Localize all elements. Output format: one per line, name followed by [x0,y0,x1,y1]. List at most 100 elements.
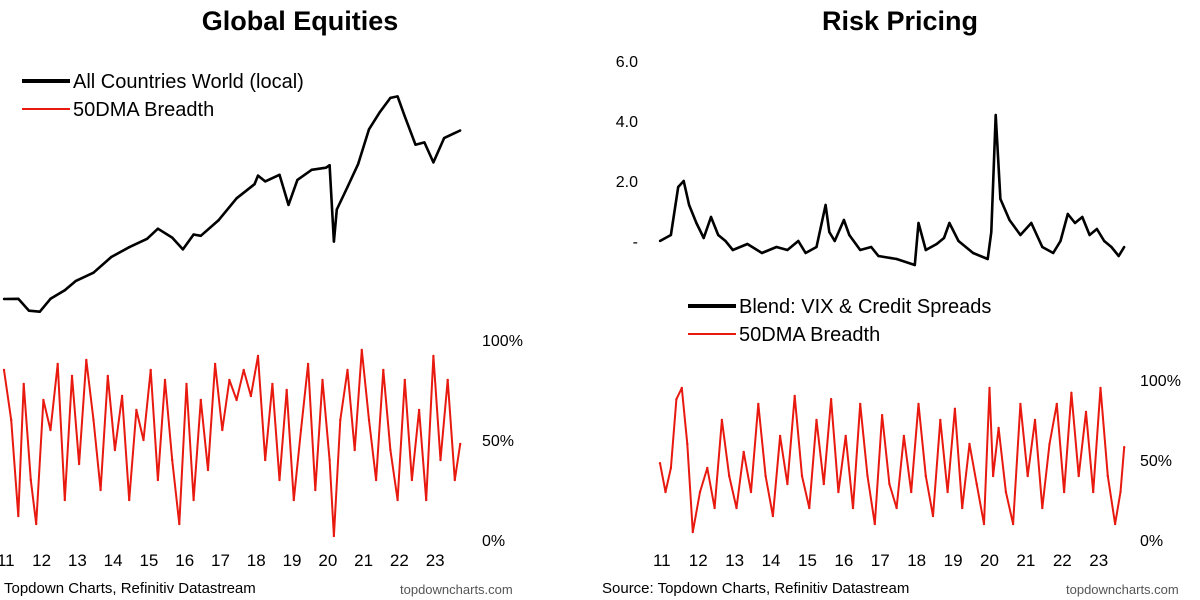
data-point-50dma-breadth [314,488,317,492]
data-point-50dma-breadth [185,382,188,386]
data-point-blend-vix-credit-spreads [895,257,898,261]
data-point-50dma-breadth [837,490,840,494]
chart-risk-pricing: 11 12 13 14 15 16 17 18 19 20 21 22 23 - 2.0 4.0 6.0 0% 50… [616,54,1181,570]
data-point-50dma-breadth [800,474,804,478]
legend-label: 50DMA Breadth [739,324,880,346]
data-point-50dma-breadth [2,368,6,372]
data-point-50dma-breadth [706,466,709,470]
data-point-all-countries-world-local [378,111,381,114]
data-point-50dma-breadth [206,468,210,472]
data-point-blend-vix-credit-spreads [1103,239,1106,243]
data-point-50dma-breadth [228,378,231,382]
data-point-all-countries-world-local [2,297,6,301]
data-point-50dma-breadth [389,448,392,452]
data-point-50dma-breadth [120,394,124,398]
x-tick-label: 13 [68,551,87,570]
x-tick-label: 20 [980,551,999,570]
y-tick-label: 100% [1140,373,1181,390]
y-tick-label: 4.0 [616,114,638,131]
data-point-50dma-breadth [49,428,52,432]
data-point-50dma-breadth [895,506,898,510]
data-point-all-countries-world-local [287,203,290,207]
data-point-50dma-breadth [778,434,782,438]
x-tick-label: 22 [1053,551,1072,570]
data-point-blend-vix-credit-spreads [948,221,951,225]
x-tick-label: 18 [247,551,266,570]
x-tick-label: 15 [139,551,158,570]
data-point-50dma-breadth [425,498,428,502]
data-point-blend-vix-credit-spreads [859,248,862,252]
data-point-50dma-breadth [757,402,760,406]
y-tick-label: 2.0 [616,174,638,191]
series-line-all-countries-world-local [3,95,461,313]
data-point-50dma-breadth [1062,490,1066,494]
data-point-50dma-breadth [459,442,462,446]
x-tick-label: 22 [390,551,409,570]
data-point-50dma-breadth [1123,446,1126,449]
data-point-all-countries-world-local [27,309,31,312]
data-point-50dma-breadth [1070,391,1073,394]
data-point-blend-vix-credit-spreads [957,239,960,243]
data-point-50dma-breadth [285,388,288,392]
data-point-50dma-breadth [1084,410,1088,414]
data-point-50dma-breadth [931,514,935,518]
data-point-50dma-breadth [880,414,884,417]
data-point-all-countries-world-local [367,128,371,131]
data-point-50dma-breadth [873,522,876,526]
data-point-all-countries-world-local [296,178,299,182]
data-point-blend-vix-credit-spreads [870,245,873,249]
data-point-all-countries-world-local [346,185,349,189]
data-point-all-countries-world-local [192,233,195,236]
panel-global-equities: Global Equities 11 12 13 14 15 16 17 18 19 20 21 22… [0,6,523,597]
data-point-50dma-breadth [888,482,891,486]
data-point-50dma-breadth [680,386,683,390]
data-point-50dma-breadth [328,458,331,462]
series-line-50dma-breadth [3,349,462,537]
data-point-blend-vix-credit-spreads [994,113,997,117]
data-point-50dma-breadth [664,490,667,494]
data-point-blend-vix-credit-spreads [1030,221,1033,225]
data-point-blend-vix-credit-spreads [731,248,734,252]
data-point-50dma-breadth [669,466,673,470]
x-tick-label: 14 [104,551,123,570]
x-tick-label: 11 [0,551,15,570]
data-point-blend-vix-credit-spreads [695,221,698,225]
data-point-50dma-breadth [844,434,847,438]
data-point-50dma-breadth [235,398,238,402]
data-point-50dma-breadth [1011,522,1015,526]
data-point-50dma-breadth [35,522,38,526]
data-point-50dma-breadth [735,506,738,510]
data-point-blend-vix-credit-spreads [677,185,680,189]
data-point-blend-vix-credit-spreads [1019,233,1022,237]
data-point-50dma-breadth [367,418,371,422]
x-tick-label: 19 [944,551,963,570]
data-point-blend-vix-credit-spreads [687,203,691,207]
data-point-50dma-breadth [1033,418,1037,422]
data-point-50dma-breadth [278,478,281,482]
data-point-blend-vix-credit-spreads [924,248,927,252]
x-tick-label: 21 [354,551,373,570]
data-point-50dma-breadth [713,506,716,510]
data-point-50dma-breadth [306,362,310,366]
data-point-50dma-breadth [968,442,971,446]
data-point-50dma-breadth [135,408,138,412]
data-point-50dma-breadth [982,522,986,526]
data-point-50dma-breadth [859,402,862,406]
data-point-50dma-breadth [256,354,260,358]
data-point-blend-vix-credit-spreads [990,230,993,234]
data-point-50dma-breadth [439,458,442,462]
data-point-50dma-breadth [70,374,74,378]
x-tick-label: 17 [871,551,890,570]
data-point-50dma-breadth [299,428,303,432]
data-point-50dma-breadth [1119,490,1122,494]
data-point-blend-vix-credit-spreads [724,239,727,243]
data-point-50dma-breadth [213,362,217,366]
y-tick-label: 100% [482,333,523,350]
data-point-50dma-breadth [988,386,991,390]
data-point-blend-vix-credit-spreads [942,236,946,240]
data-point-50dma-breadth [866,474,869,478]
data-point-50dma-breadth [822,482,825,486]
x-tick-label: 18 [907,551,926,570]
data-point-all-countries-world-local [199,234,202,237]
data-point-50dma-breadth [1092,490,1095,494]
